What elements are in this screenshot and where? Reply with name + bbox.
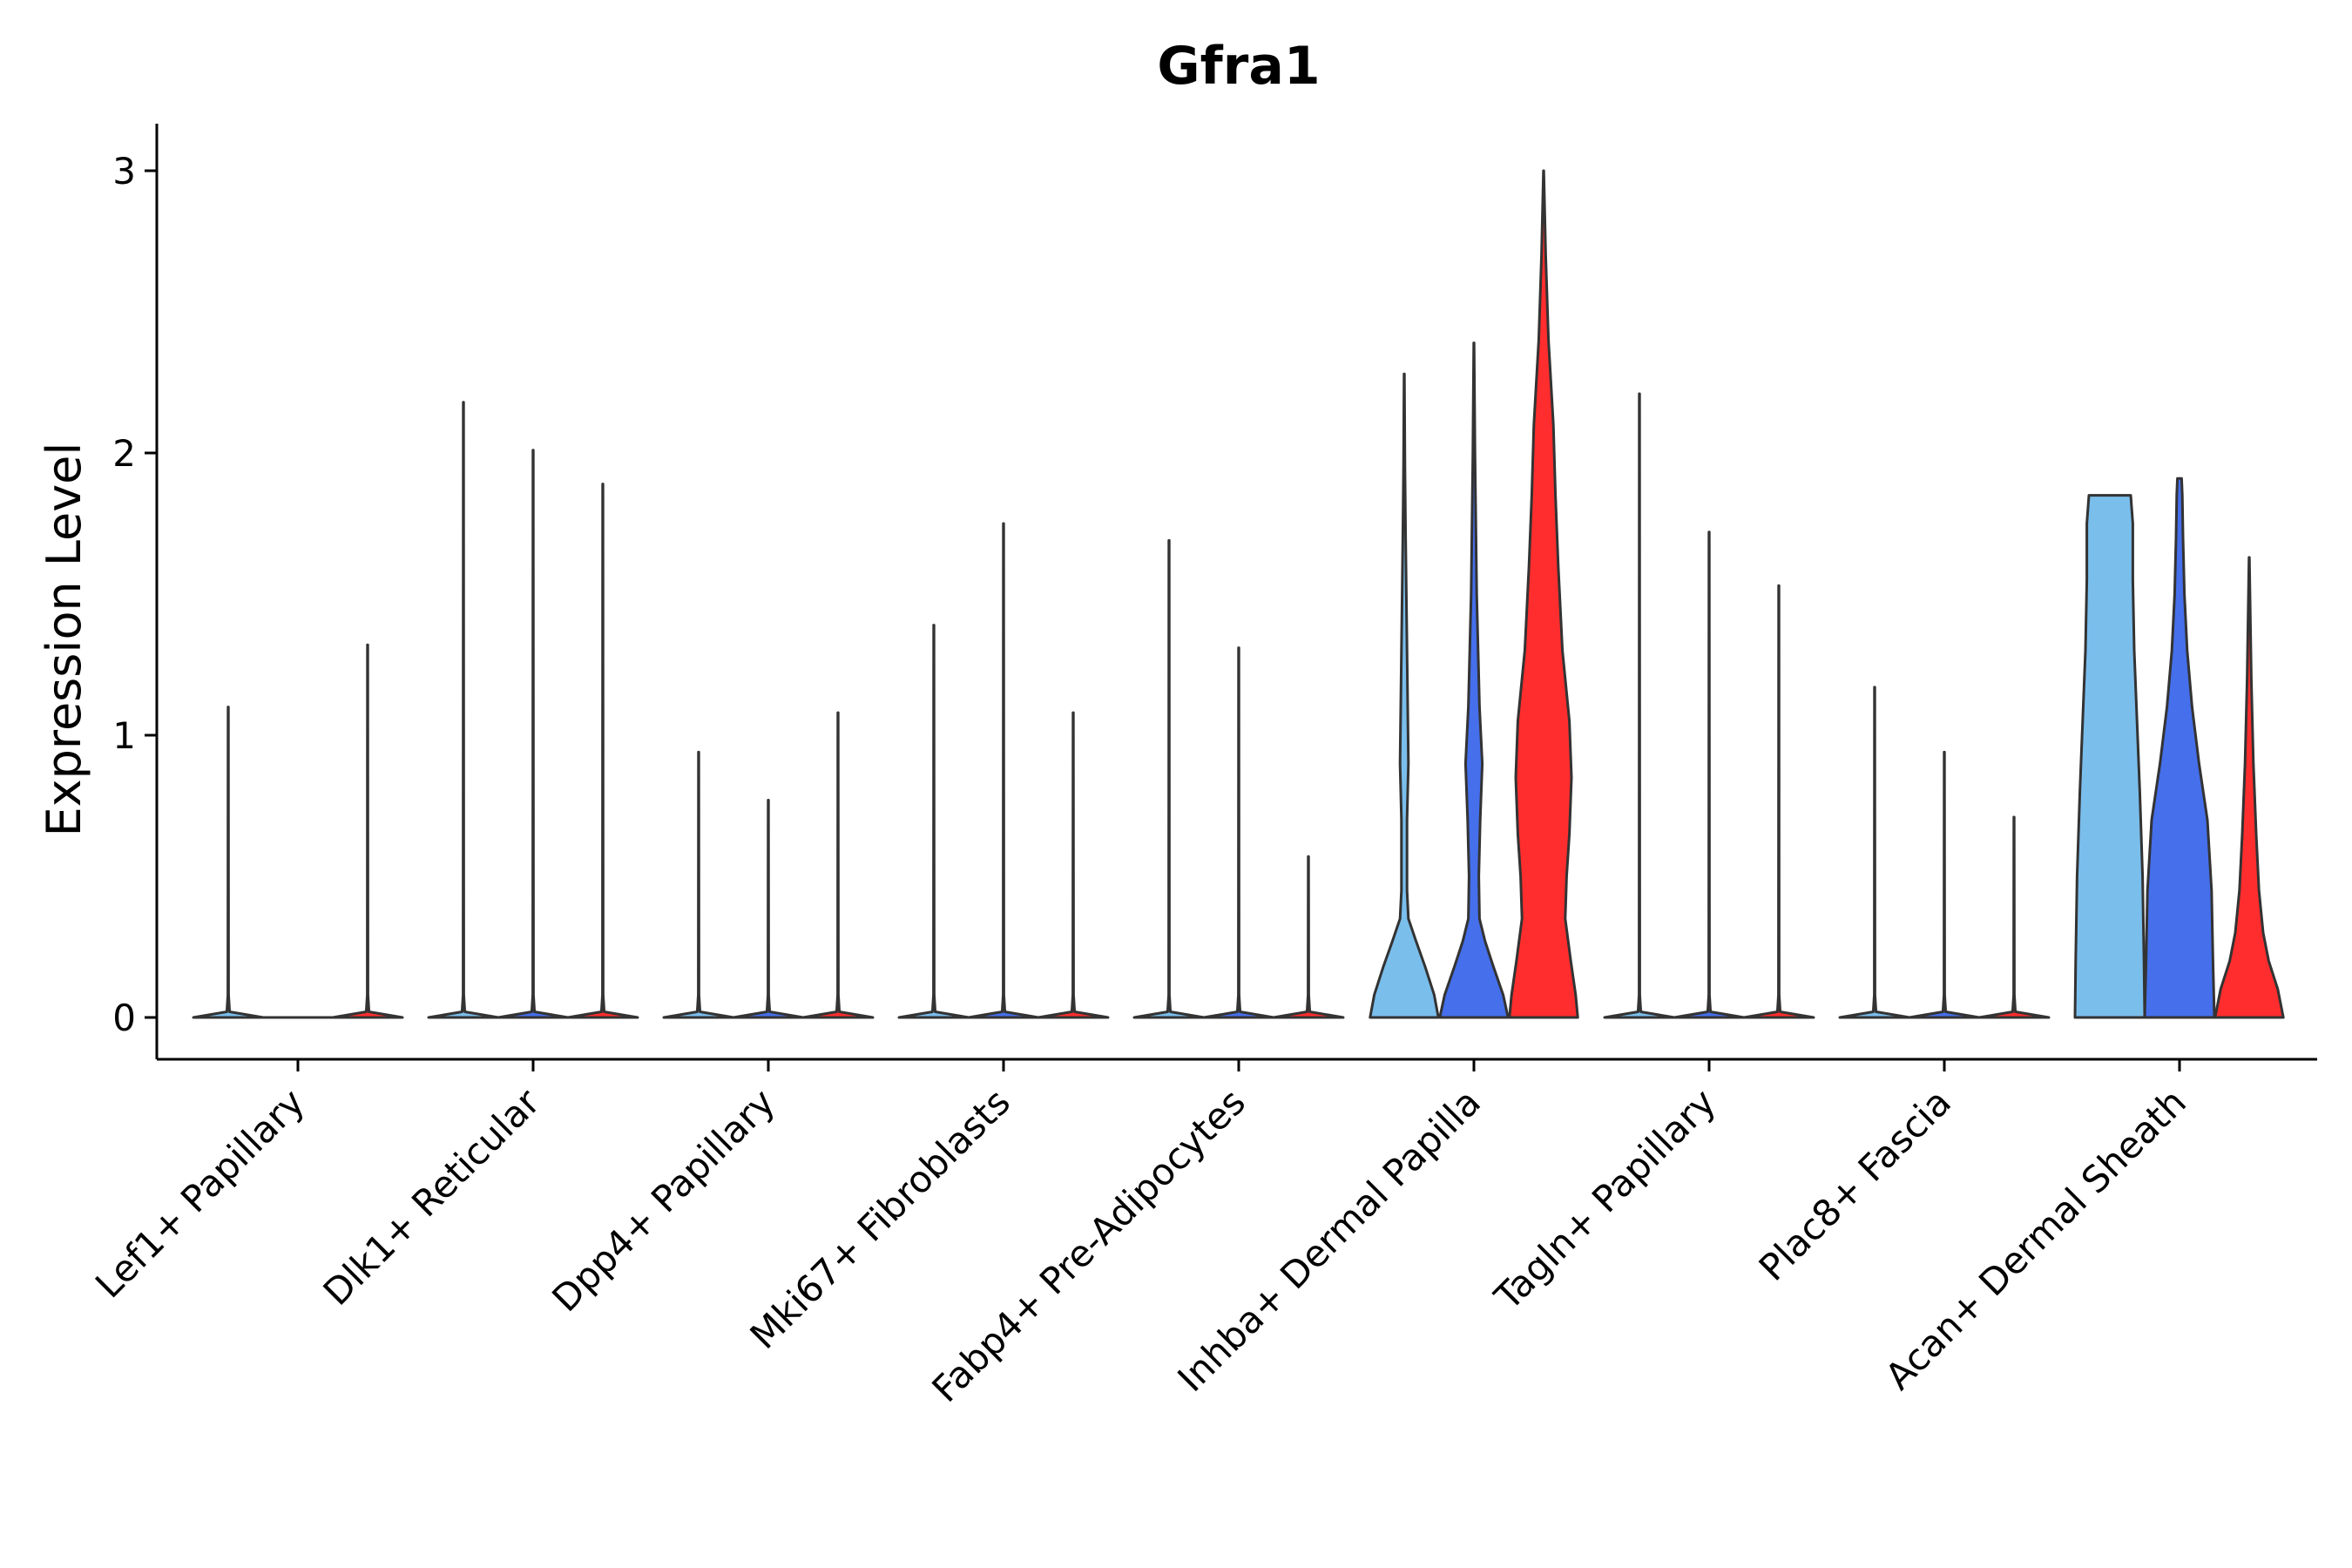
x-tick-label: Dlk1+ Reticular [315,1080,549,1314]
y-tick-label: 3 [112,150,136,193]
violin-8-0 [2073,494,2146,1019]
y-tick-label: 1 [112,714,136,757]
violin-8-2 [2213,556,2285,1019]
violin-6-2 [1742,584,1815,1019]
x-tick-label: Plac8+ Fascia [1751,1080,1959,1288]
violin-5-0 [1369,372,1440,1019]
violin-4-1 [1202,646,1275,1019]
y-axis: 0 1 2 3 [112,124,159,1059]
x-tick-label: Mki67+ Fibroblasts [742,1080,1018,1356]
violin-2-0 [662,750,735,1019]
violin-3-1 [967,522,1040,1019]
y-axis-label: Expression Level [37,443,91,837]
y-tick-label: 2 [112,432,136,475]
violin-0-2 [331,643,404,1019]
violin-6-0 [1603,392,1676,1019]
violin-6-1 [1673,531,1746,1019]
violin-5-1 [1438,341,1510,1019]
violin-2-2 [801,711,875,1019]
violin-1-1 [497,449,570,1019]
chart-title: Gfra1 [1157,36,1320,97]
violin-1-2 [566,483,639,1019]
x-tick-label: Lef1+ Papillary [87,1080,313,1306]
violin-1-0 [427,401,500,1019]
violin-7-0 [1838,686,1911,1019]
violin-4-0 [1132,538,1206,1019]
x-tick-label: Tagln+ Papillary [1486,1080,1724,1318]
x-tick-label: Dpp4+ Papillary [544,1080,783,1320]
violin-5-2 [1508,169,1579,1019]
violin-3-2 [1037,711,1110,1019]
violin-0-0 [192,706,265,1019]
y-tick-label: 0 [112,997,136,1039]
violin-7-2 [1977,815,2051,1019]
violin-3-0 [897,624,970,1019]
violin-4-2 [1272,855,1345,1019]
violin-8-1 [2143,476,2216,1019]
violins-layer [192,169,2285,1019]
violin-2-1 [732,799,805,1019]
violin-7-1 [1908,750,1981,1019]
